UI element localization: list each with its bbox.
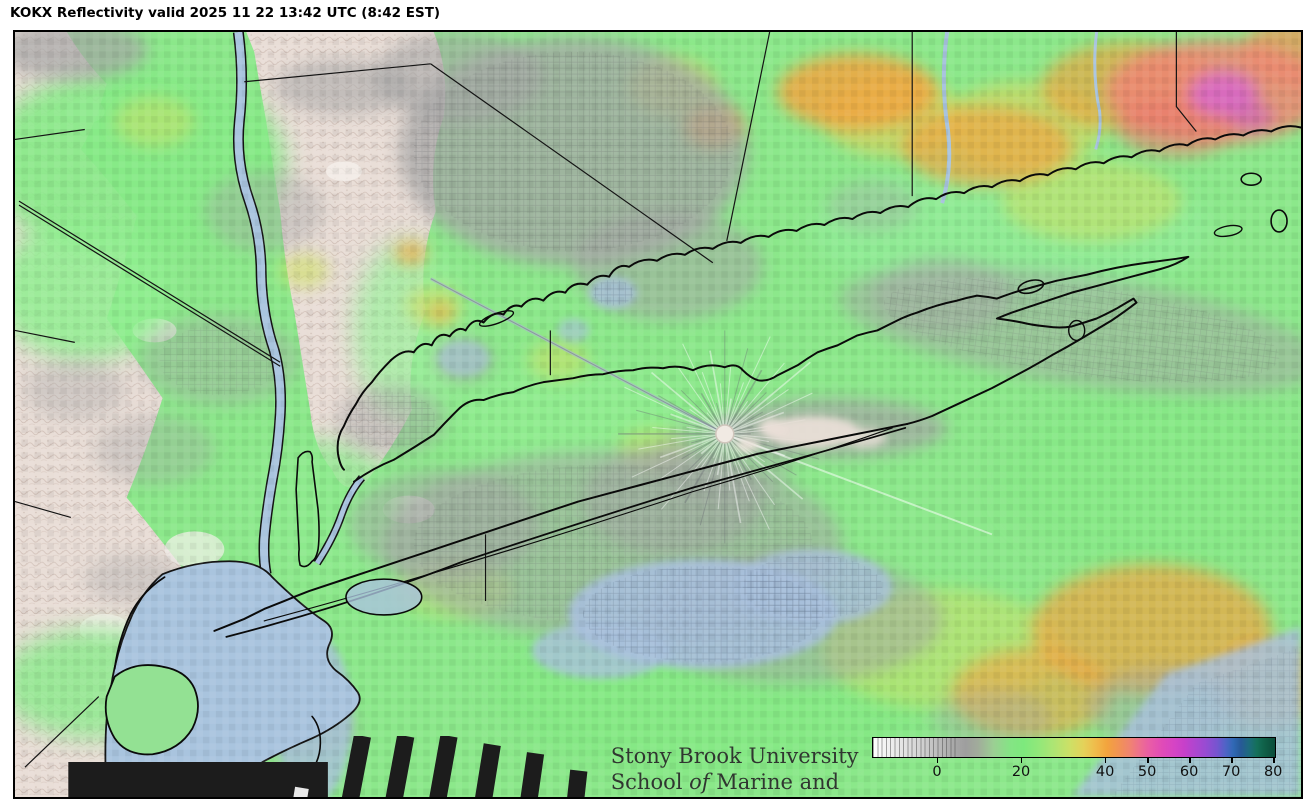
sandy-hook-spit [311,715,322,768]
long-island-south-shore [213,422,909,632]
colorbar-tick [1273,758,1275,763]
colorbar-tick-label: 40 [1095,764,1115,780]
jamaica-bay [345,578,423,616]
westchester-shore [336,359,392,471]
colorbar-tick [937,758,939,763]
colorbar-tick-label: 60 [1179,764,1199,780]
map-title: KOKX Reflectivity valid 2025 11 22 13:42… [10,5,441,21]
long-island-north-shore [352,255,1190,483]
radar-spokes [618,330,820,544]
colorbar-tick [1147,758,1149,763]
manhattan-outline [295,450,320,568]
colorbar-tick [1189,758,1191,763]
colorbar-tick-label: 50 [1137,764,1157,780]
connecticut-shore [389,125,1301,362]
islands [104,172,1288,756]
colorbar-tick-label: 0 [932,764,942,780]
stony-brook-shield-icon [68,736,588,797]
gardiners-island [1068,319,1086,342]
reflectivity-colorbar: 0 20 40 50 60 70 80 [872,737,1282,789]
colorbar-tick [1021,758,1023,763]
colorbar-tick [1231,758,1233,763]
colorbar-tick [1105,758,1107,763]
stony-brook-logo: Stony Brook University School of Marine … [51,736,859,797]
county-state-boundaries [15,32,1197,768]
new-jersey-shore [113,576,166,670]
radar-map: Stony Brook University School of Marine … [13,30,1303,799]
radar-site-marker [715,424,735,444]
radar-map-canvas [15,32,1301,797]
logo-line-3: Atmospheric Sciences [611,795,859,797]
colorbar-tick-label: 80 [1263,764,1283,780]
stony-brook-logo-text: Stony Brook University School of Marine … [610,744,859,797]
colorbar-gradient [872,737,1276,758]
staten-island [104,664,199,756]
logo-line-2: School of Marine and [610,769,840,794]
colorbar-tick-label: 70 [1221,764,1241,780]
colorbar-tick-label: 20 [1011,764,1031,780]
pixel-texture-overlay [15,32,1301,797]
logo-line-1: Stony Brook University [610,744,859,768]
